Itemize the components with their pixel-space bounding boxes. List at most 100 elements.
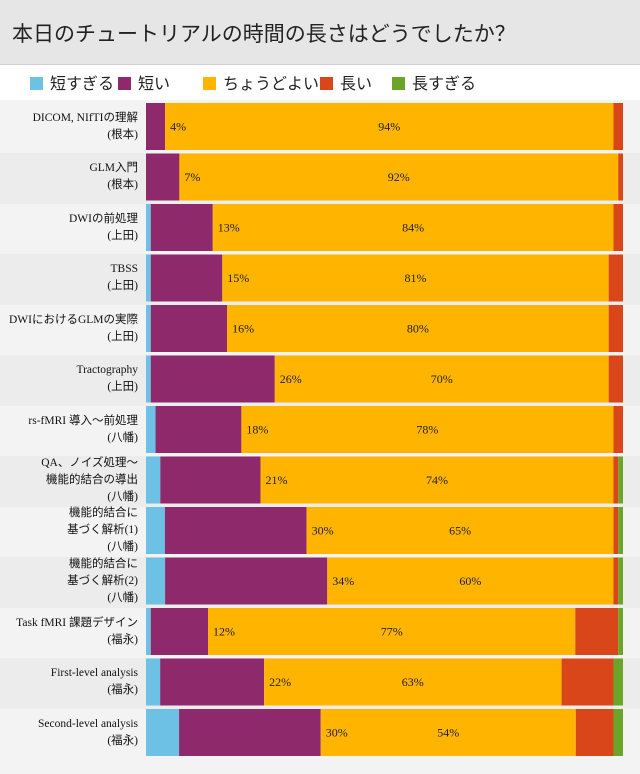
data-label-short: 7% bbox=[184, 170, 200, 184]
chart-title: 本日のチュートリアルの時間の長さはどうでしたか？ bbox=[12, 22, 516, 46]
data-label-just-right: 92% bbox=[388, 170, 410, 184]
bar-segment-4 bbox=[618, 557, 623, 605]
category-label: 機能的結合に 基づく解析(2) (八幡) bbox=[67, 556, 138, 607]
legend-item-2: ちょうどよい bbox=[203, 70, 319, 94]
bar-segment-0 bbox=[146, 709, 180, 756]
data-label-just-right: 74% bbox=[426, 473, 448, 487]
legend-item-1: 短い bbox=[118, 70, 170, 94]
data-label-just-right: 80% bbox=[407, 322, 429, 336]
bar-segment-2 bbox=[306, 507, 614, 554]
bar-segment-0 bbox=[146, 557, 166, 605]
data-label-short: 13% bbox=[218, 221, 240, 235]
data-label-just-right: 81% bbox=[405, 271, 427, 285]
data-label-just-right: 54% bbox=[437, 726, 459, 740]
category-label: DWIにおけるGLMの実際 (上田) bbox=[9, 312, 138, 346]
category-label-line: (八幡) bbox=[107, 431, 138, 444]
legend-item-0: 短すぎる bbox=[30, 70, 114, 94]
legend-swatch bbox=[320, 77, 333, 90]
bar-segment-4 bbox=[618, 608, 623, 655]
bar-segment-3 bbox=[613, 204, 623, 251]
bar-segment-4 bbox=[613, 658, 623, 706]
category-label-line: (八幡) bbox=[107, 541, 138, 553]
category-label-line: (上田) bbox=[107, 280, 138, 292]
bar-segment-3 bbox=[608, 355, 623, 403]
category-label: Tractography (上田) bbox=[76, 362, 138, 396]
data-label-short: 12% bbox=[213, 625, 235, 639]
bar-segment-3 bbox=[575, 709, 614, 756]
data-label-short: 34% bbox=[332, 574, 354, 588]
category-label-line: First-level analysis bbox=[50, 667, 138, 679]
category-label: DWIの前処理 (上田) bbox=[69, 211, 138, 245]
data-label-just-right: 84% bbox=[402, 221, 424, 235]
category-label-line: (福永) bbox=[107, 734, 138, 747]
bar-segment-2 bbox=[264, 658, 562, 706]
data-label-short: 15% bbox=[227, 271, 249, 285]
bar-segment-0 bbox=[146, 204, 151, 251]
category-label-line: Second-level analysis bbox=[38, 717, 138, 730]
bar-segment-3 bbox=[613, 406, 623, 453]
bar-segment-2 bbox=[320, 709, 576, 756]
bar-segment-1 bbox=[150, 305, 228, 352]
bar-segment-0 bbox=[146, 355, 151, 403]
bar-segment-1 bbox=[160, 658, 265, 706]
category-label-line: Task fMRI 課題デザイン bbox=[16, 616, 138, 629]
category-label-line: QA、ノイズ処理～ bbox=[41, 456, 138, 469]
category-label: First-level analysis (福永) bbox=[51, 665, 138, 699]
bar-segment-3 bbox=[618, 153, 623, 201]
bar-segment-3 bbox=[608, 305, 623, 352]
category-label-line: (上田) bbox=[107, 229, 138, 242]
category-label-line: (根本) bbox=[107, 179, 138, 191]
data-label-short: 18% bbox=[246, 423, 268, 437]
data-label-short: 4% bbox=[170, 120, 186, 134]
data-label-short: 30% bbox=[326, 726, 348, 740]
category-label-line: DWIの前処理 bbox=[69, 212, 138, 225]
category-label-line: (八幡) bbox=[107, 591, 138, 604]
bar-segment-3 bbox=[613, 103, 623, 150]
category-label: Task fMRI 課題デザイン (福永) bbox=[16, 615, 138, 649]
bar-segment-4 bbox=[613, 709, 623, 756]
category-label: DICOM, NIfTIの理解 (根本) bbox=[33, 110, 138, 144]
bar-segment-0 bbox=[146, 305, 151, 352]
bar-segment-3 bbox=[613, 507, 619, 554]
bar-segment-0 bbox=[146, 406, 156, 453]
data-label-short: 26% bbox=[280, 372, 302, 386]
category-label: GLM入門 (根本) bbox=[89, 160, 138, 194]
bar-segment-1 bbox=[160, 456, 261, 504]
legend-label: 短すぎる bbox=[50, 74, 115, 93]
category-label-line: rs-fMRI 導入～前処理 bbox=[28, 414, 138, 427]
category-label: 機能的結合に 基づく解析(1) (八幡) bbox=[67, 505, 138, 556]
category-label-line: 機能的結合の導出 bbox=[46, 473, 138, 486]
bar-segment-3 bbox=[561, 658, 614, 706]
category-label-line: DICOM, NIfTIの理解 bbox=[32, 111, 138, 124]
category-label: QA、ノイズ処理～ 機能的結合の導出 (八幡) bbox=[41, 455, 138, 506]
bar-segment-0 bbox=[146, 658, 161, 706]
bar-segment-1 bbox=[150, 254, 223, 302]
category-label-line: 基づく解析(1) bbox=[67, 524, 138, 536]
legend-item-4: 長すぎる bbox=[392, 70, 476, 94]
category-label-line: GLM入門 bbox=[89, 162, 138, 174]
bar-segment-2 bbox=[227, 305, 609, 352]
category-label-line: (八幡) bbox=[107, 490, 138, 503]
bar-segment-2 bbox=[212, 204, 614, 251]
bar-segment-2 bbox=[260, 456, 614, 504]
bar-segment-2 bbox=[274, 355, 609, 403]
category-label: Second-level analysis (福永) bbox=[38, 716, 138, 750]
data-label-just-right: 70% bbox=[431, 372, 453, 386]
title-bar: 本日のチュートリアルの時間の長さはどうでしたか？ bbox=[0, 0, 640, 65]
category-label: TBSS (上田) bbox=[107, 261, 138, 295]
bar-segment-1 bbox=[179, 709, 321, 756]
category-label-line: 基づく解析(2) bbox=[67, 574, 138, 587]
bar-segment-3 bbox=[613, 456, 619, 504]
category-label-line: 機能的結合に bbox=[69, 507, 138, 519]
bar-segment-2 bbox=[179, 153, 619, 201]
data-label-just-right: 63% bbox=[402, 675, 424, 689]
category-label: rs-fMRI 導入～前処理 (八幡) bbox=[28, 413, 138, 447]
bar-segment-4 bbox=[618, 456, 623, 504]
data-label-short: 21% bbox=[266, 473, 288, 487]
data-label-just-right: 77% bbox=[381, 625, 403, 639]
data-label-just-right: 65% bbox=[449, 524, 471, 538]
data-label-just-right: 78% bbox=[416, 423, 438, 437]
data-label-short: 16% bbox=[232, 322, 254, 336]
bar-segment-1 bbox=[150, 608, 209, 655]
category-label-line: (福永) bbox=[107, 633, 138, 646]
